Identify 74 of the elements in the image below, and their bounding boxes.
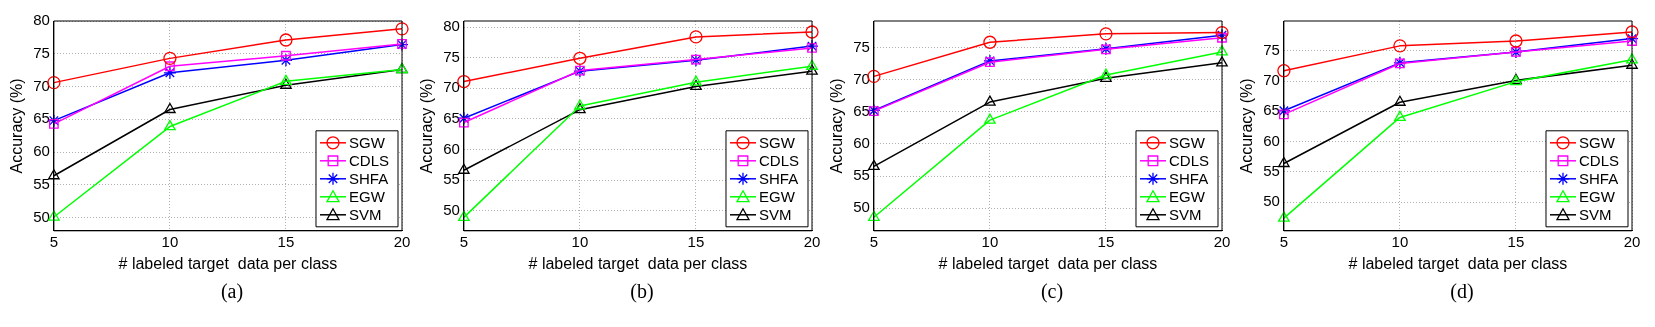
legend-label: SGW xyxy=(1578,133,1616,151)
x-tick-label: 15 xyxy=(1097,232,1115,250)
x-tick-label: 5 xyxy=(869,232,879,250)
x-tick-label: 15 xyxy=(1507,232,1525,250)
x-axis-title: # labeled target data per class xyxy=(938,254,1158,272)
y-tick-label: 50 xyxy=(33,207,50,225)
y-tick-label: 75 xyxy=(443,47,460,65)
y-tick-label: 65 xyxy=(1263,101,1280,119)
text: (b) xyxy=(629,280,655,303)
legend-label: SVM xyxy=(1578,205,1612,223)
x-tick-label: 20 xyxy=(803,232,821,250)
y-tick-label: 75 xyxy=(1263,40,1280,58)
y-tick-label: 80 xyxy=(443,17,460,35)
legend-label: CDLS xyxy=(348,151,389,169)
legend-label: SVM xyxy=(348,205,382,223)
legend-label: CDLS xyxy=(1578,151,1619,169)
y-tick-label: 55 xyxy=(443,170,460,188)
legend-label: SHFA xyxy=(348,169,389,187)
y-tick-label: 60 xyxy=(33,142,50,160)
y-tick-label: 55 xyxy=(33,175,50,193)
y-tick-label: 80 xyxy=(33,11,50,29)
legend-label: EGW xyxy=(758,187,796,205)
y-tick-label: 75 xyxy=(853,37,870,55)
y-tick-label: 75 xyxy=(33,43,50,61)
x-tick-label: 20 xyxy=(1213,232,1231,250)
y-tick-label: 60 xyxy=(1263,131,1280,149)
y-tick-label: 50 xyxy=(853,198,870,216)
legend-label: SVM xyxy=(1168,205,1202,223)
y-tick-label: 70 xyxy=(443,78,460,96)
legend-label: EGW xyxy=(348,187,386,205)
text: (a) xyxy=(219,280,245,303)
text: (c) xyxy=(1039,280,1065,303)
x-tick-label: 20 xyxy=(1623,232,1641,250)
legend-label: SHFA xyxy=(758,169,799,187)
legend-label: CDLS xyxy=(1168,151,1209,169)
legend-label: EGW xyxy=(1578,187,1616,205)
legend-label: CDLS xyxy=(758,151,799,169)
y-tick-label: 50 xyxy=(443,200,460,218)
x-tick-label: 15 xyxy=(277,232,295,250)
legend-label: SHFA xyxy=(1168,169,1209,187)
x-tick-label: 10 xyxy=(161,232,179,250)
y-tick-label: 65 xyxy=(853,101,870,119)
x-tick-label: 5 xyxy=(459,232,469,250)
y-tick-label: 55 xyxy=(853,166,870,184)
y-axis-title: Accuracy (%) xyxy=(828,78,846,174)
x-tick-label: 10 xyxy=(981,232,999,250)
y-axis-title: Accuracy (%) xyxy=(8,78,26,174)
y-tick-label: 60 xyxy=(853,134,870,152)
y-tick-label: 55 xyxy=(1263,162,1280,180)
y-tick-label: 50 xyxy=(1263,192,1280,210)
legend-label: EGW xyxy=(1168,187,1206,205)
x-tick-label: 20 xyxy=(393,232,411,250)
y-axis-title: Accuracy (%) xyxy=(418,78,436,174)
x-tick-label: 10 xyxy=(571,232,589,250)
y-tick-label: 65 xyxy=(33,109,50,127)
x-tick-label: 10 xyxy=(1391,232,1409,250)
x-tick-label: 5 xyxy=(1279,232,1289,250)
y-tick-label: 70 xyxy=(853,69,870,87)
legend-label: SGW xyxy=(1168,133,1206,151)
legend-label: SGW xyxy=(348,133,386,151)
x-axis-title: # labeled target data per class xyxy=(528,254,748,272)
x-tick-label: 5 xyxy=(49,232,59,250)
legend-label: SVM xyxy=(758,205,792,223)
legend-label: SHFA xyxy=(1578,169,1619,187)
y-tick-label: 70 xyxy=(33,76,50,94)
y-tick-label: 60 xyxy=(443,139,460,157)
legend-label: SGW xyxy=(758,133,796,151)
text: (d) xyxy=(1449,280,1475,303)
x-axis-title: # labeled target data per class xyxy=(1348,254,1568,272)
y-tick-label: 65 xyxy=(443,109,460,127)
x-axis-title: # labeled target data per class xyxy=(118,254,338,272)
x-tick-label: 15 xyxy=(687,232,705,250)
y-axis-title: Accuracy (%) xyxy=(1238,78,1256,174)
y-tick-label: 70 xyxy=(1263,71,1280,89)
